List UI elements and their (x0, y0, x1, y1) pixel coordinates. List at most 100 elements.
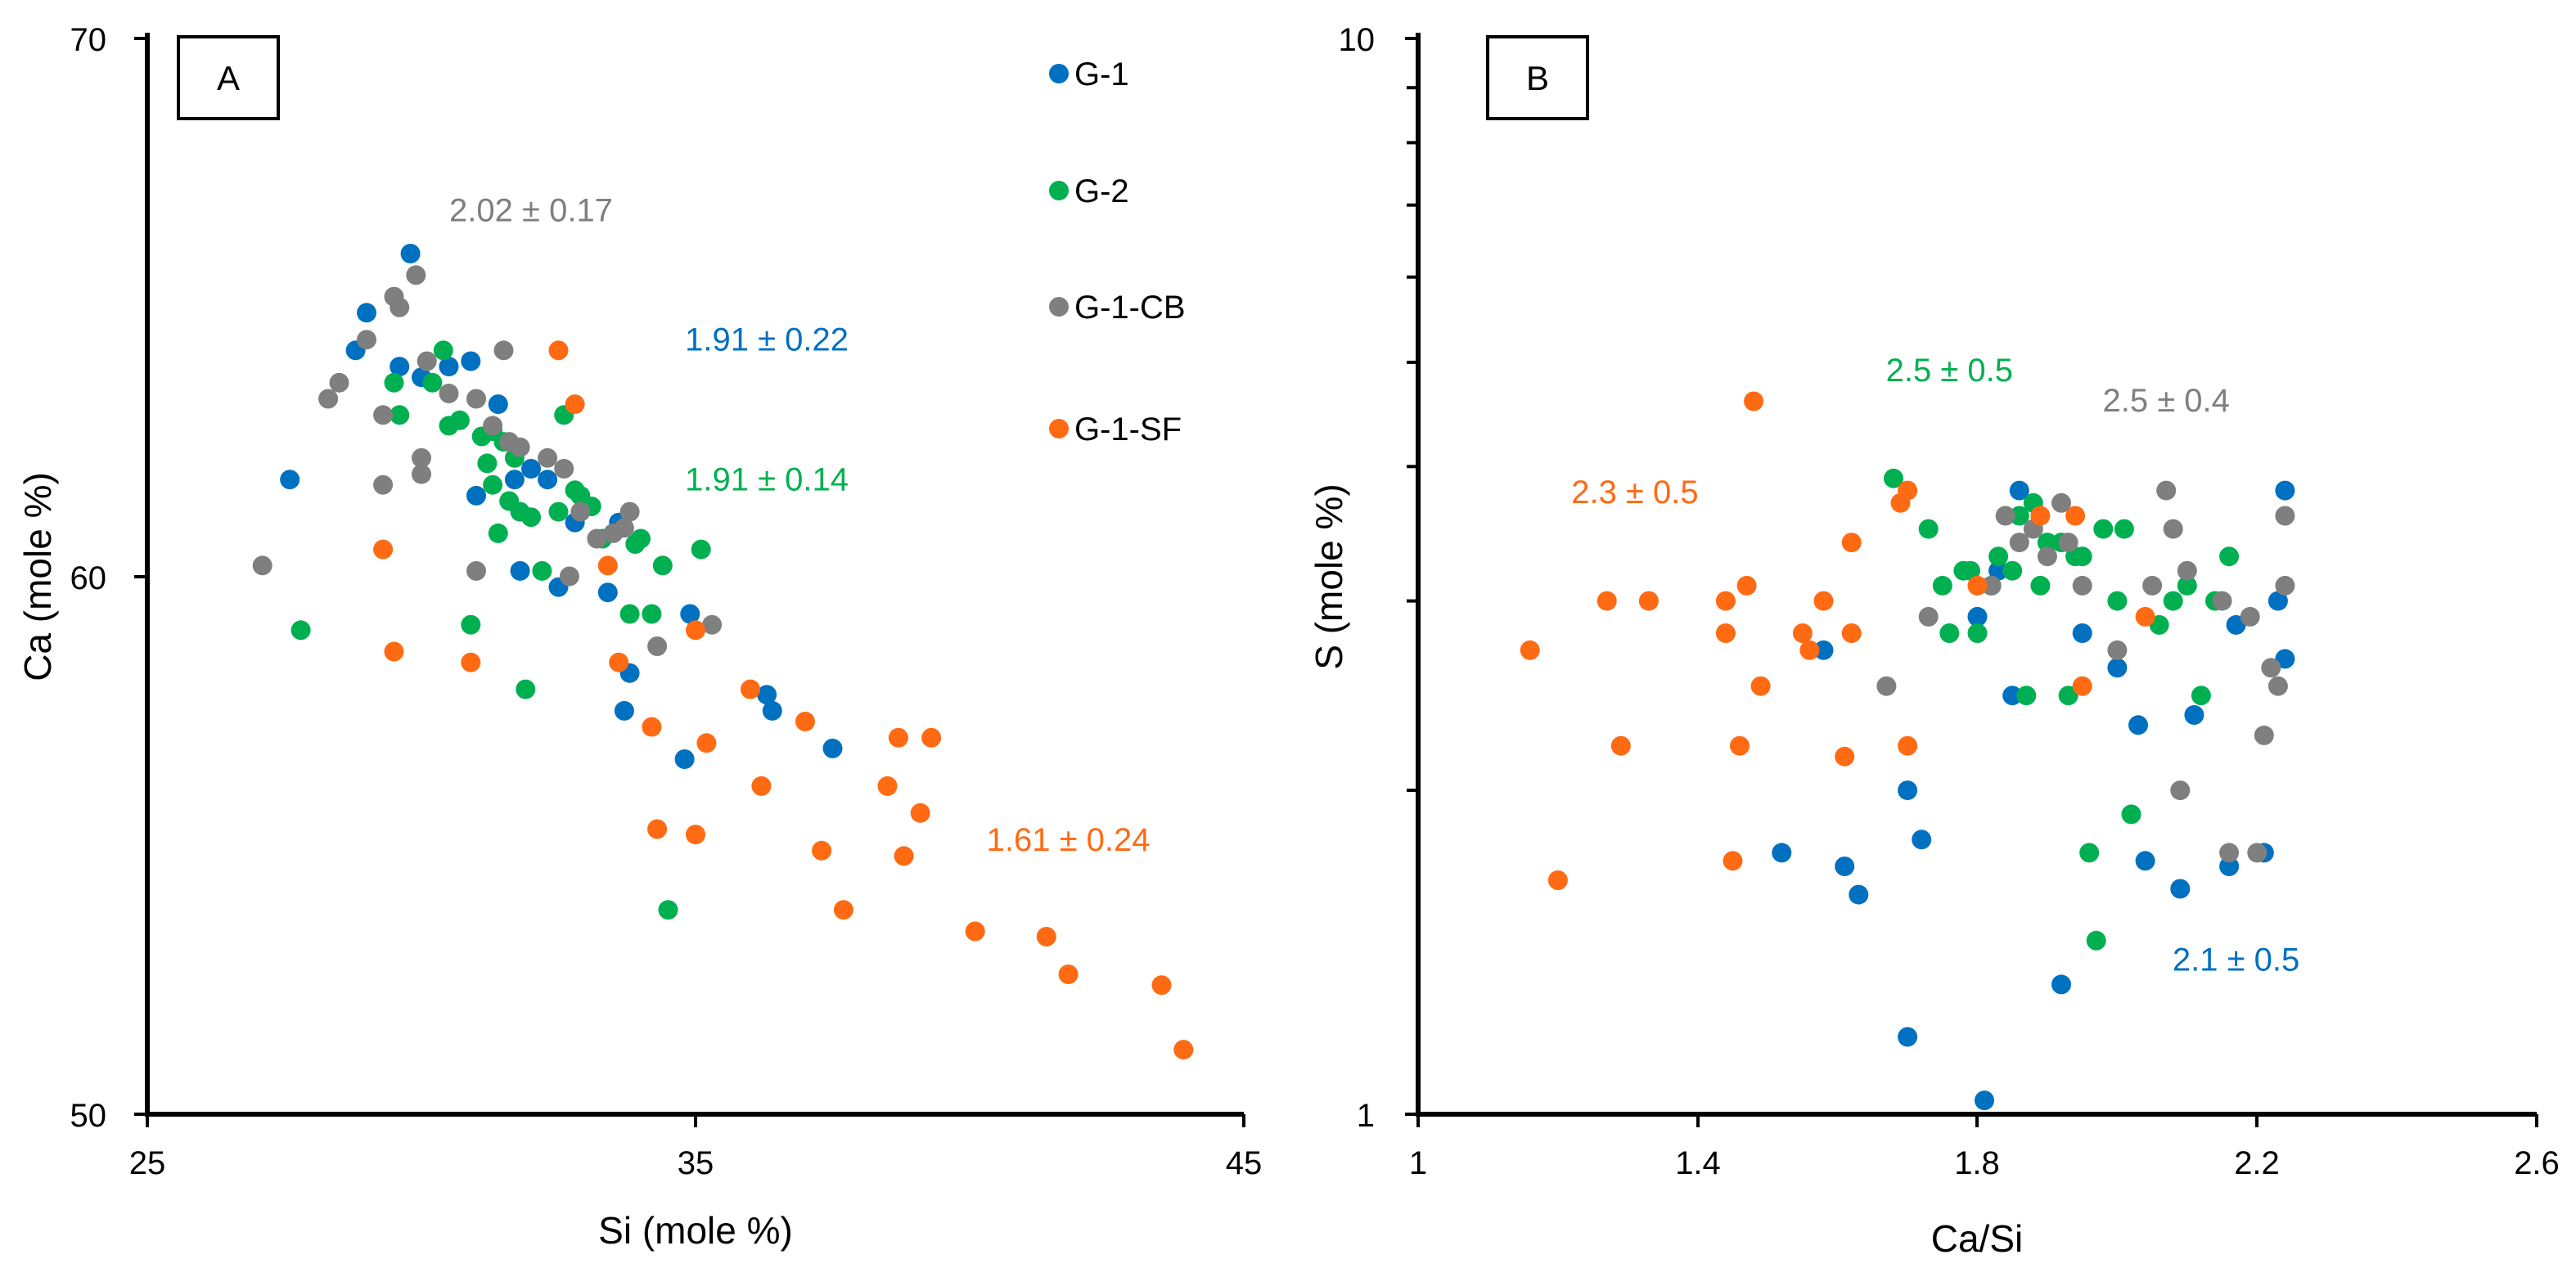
panel-b-label-box (1486, 35, 1589, 120)
panel-b-point-g-1-10 (2002, 686, 2023, 706)
panel-a-point-g-1-22 (757, 685, 777, 705)
panel-b-point-g-1-sf-0 (1520, 640, 1540, 660)
panel-b-point-g-1-cb-13 (2163, 519, 2183, 539)
panel-b-point-g-2-2 (1932, 575, 1952, 596)
panel-b-point-g-2-5 (1961, 560, 1980, 581)
panel-b-point-g-2-14 (2037, 533, 2057, 553)
panel-b-point-g-1-cb-1 (1918, 606, 1939, 627)
panel-b-point-g-1-sf-9 (1736, 575, 1757, 596)
panel-b-x-tick-label-1.8: 1.8 (1954, 1145, 2000, 1181)
panel-b-point-g-1-6 (1912, 830, 1932, 850)
panel-a-point-g-1-23 (762, 700, 782, 721)
panel-a-point-g-1-cb-15 (483, 416, 503, 436)
panel-a-point-g-1-6 (439, 357, 459, 377)
panel-a-point-g-2-26 (619, 604, 640, 624)
legend-label-g-2: G-2 (1074, 173, 1129, 209)
panel-a-point-g-2-28 (631, 528, 651, 549)
panel-a-point-g-1-sf-20 (921, 727, 942, 748)
panel-b-annotation-g-1-sf: 2.3 ± 0.5 (1571, 474, 1698, 510)
panel-a-point-g-1-cb-7 (390, 297, 410, 317)
panel-b-point-g-1-cb-11 (2142, 575, 2163, 596)
panel-b-point-g-1-sf-10 (1744, 391, 1764, 411)
panel-b-point-g-2-3 (1939, 623, 1960, 643)
panel-b-point-g-1-sf-14 (1813, 591, 1834, 611)
panel-b-series-g-1-cb (1876, 480, 2295, 863)
panel-a-annotation-g-1-sf: 1.61 ± 0.24 (987, 822, 1151, 858)
panel-a-point-g-1-sf-1 (384, 641, 404, 662)
panel-a-point-g-1-sf-22 (1036, 927, 1056, 947)
panel-b-point-g-1-sf-11 (1750, 676, 1771, 696)
panel-b-point-g-1-cb-14 (2170, 780, 2191, 801)
legend-marker-g-2 (1049, 181, 1069, 200)
panel-a-annotation-g-2: 1.91 ± 0.14 (685, 461, 849, 497)
panel-a-point-g-1-10 (504, 470, 525, 490)
legend: G-1 G-2 G-1-CB G-1-SF (1049, 56, 1186, 447)
panel-a-point-g-2-31 (658, 900, 678, 920)
panel-a-y-axis-title: Ca (mole %) (16, 472, 59, 681)
panel-a-point-g-1-11 (510, 560, 530, 581)
panel-a-point-g-1-sf-5 (597, 555, 618, 576)
panel-b-point-g-2-16 (2058, 686, 2078, 706)
panel-b-point-g-1-24 (2275, 649, 2295, 669)
panel-b-point-g-1-sf-23 (2065, 506, 2086, 526)
panel-a-point-g-1-sf-13 (795, 712, 815, 731)
panel-a-point-g-1-13 (538, 470, 558, 490)
panel-b-point-g-1-cb-19 (2247, 843, 2268, 863)
panel-b-point-g-1-sf-24 (2072, 676, 2092, 696)
panel-a-point-g-1-cb-2 (329, 372, 349, 393)
panel-b-point-g-1-2 (1835, 857, 1855, 876)
panel-b-annotations: 2.5 ± 0.5 2.5 ± 0.4 2.3 ± 0.5 2.1 ± 0.5 (1571, 353, 2299, 978)
panel-a-point-g-2-17 (516, 679, 536, 699)
panel-b-point-g-1-4 (1898, 1027, 1918, 1047)
panel-a-point-g-1-12 (521, 459, 541, 479)
panel-a-point-g-2-19 (532, 560, 552, 581)
panel-b-point-g-1-8 (1975, 1090, 1994, 1111)
panel-a-point-g-1-cb-13 (466, 560, 486, 581)
panel-b-point-g-1-cb-15 (2177, 560, 2197, 581)
panel-a-point-g-1-sf-11 (741, 679, 760, 699)
panel-a-point-g-1-sf-6 (609, 652, 629, 672)
panel-a-point-g-2-6 (449, 410, 470, 430)
panel-a-point-g-1-18 (614, 700, 634, 721)
panel-a-point-g-1-sf-4 (565, 394, 585, 415)
panel-a-point-g-2-3 (422, 372, 443, 393)
panel-a-point-g-1-sf-25 (1173, 1040, 1194, 1060)
panel-b-point-g-2-19 (2079, 843, 2100, 863)
panel-b-y-ticks (1405, 37, 1418, 1116)
panel-b-point-g-1-sf-16 (1841, 533, 1862, 553)
panel-b-point-g-2-26 (2163, 591, 2183, 611)
panel-a-point-g-2-30 (652, 555, 673, 576)
panel-b-point-g-2-8 (1988, 546, 2009, 567)
panel-a-point-g-1-0 (280, 470, 300, 490)
panel-a-point-g-1-3 (390, 357, 410, 377)
panel-a-label-box (177, 35, 280, 120)
panel-b-point-g-1-sf-21 (1967, 575, 1988, 596)
panel-b-point-g-1-cb-4 (2009, 533, 2029, 553)
panel-a-point-g-2-7 (461, 614, 481, 635)
panel-b-point-g-1-15 (2128, 715, 2148, 735)
panel-b-point-g-1-19 (2219, 857, 2240, 876)
panel-a-point-g-1-sf-14 (812, 840, 832, 861)
panel-b-point-g-2-30 (2219, 546, 2240, 567)
panel-a-marks (252, 244, 1194, 1060)
panel-b-y-axis-title: S (mole %) (1308, 483, 1350, 669)
panel-a-point-g-1-2 (357, 303, 376, 323)
panel-b-point-g-1-cb-0 (1876, 676, 1897, 696)
panel-b-point-g-1-sf-7 (1723, 851, 1743, 871)
panel-a-point-g-1-cb-9 (412, 464, 431, 484)
panel-b-point-g-2-9 (2002, 560, 2023, 581)
legend-item-g-2: G-2 (1049, 173, 1129, 209)
chart-panel-a: 70 60 50 25 35 45 Si (mole %) Ca (mole %… (16, 22, 1262, 1252)
panel-a-point-g-1-cb-10 (412, 447, 431, 468)
panel-a-point-g-1-cb-22 (570, 501, 591, 522)
panel-a-x-tick-label-35: 35 (678, 1145, 714, 1181)
panel-b-point-g-1-1 (1813, 640, 1834, 660)
panel-a-point-g-1-sf-21 (965, 921, 985, 942)
panel-b-point-g-2-18 (2072, 546, 2092, 567)
panel-a-point-g-1-cb-14 (466, 389, 486, 409)
legend-label-g-1-cb: G-1-CB (1074, 290, 1186, 326)
panel-a-x-tick-label-25: 25 (129, 1145, 166, 1181)
panel-b-x-axis-title: Ca/Si (1931, 1217, 2023, 1260)
panel-a-point-g-2-4 (433, 340, 453, 361)
